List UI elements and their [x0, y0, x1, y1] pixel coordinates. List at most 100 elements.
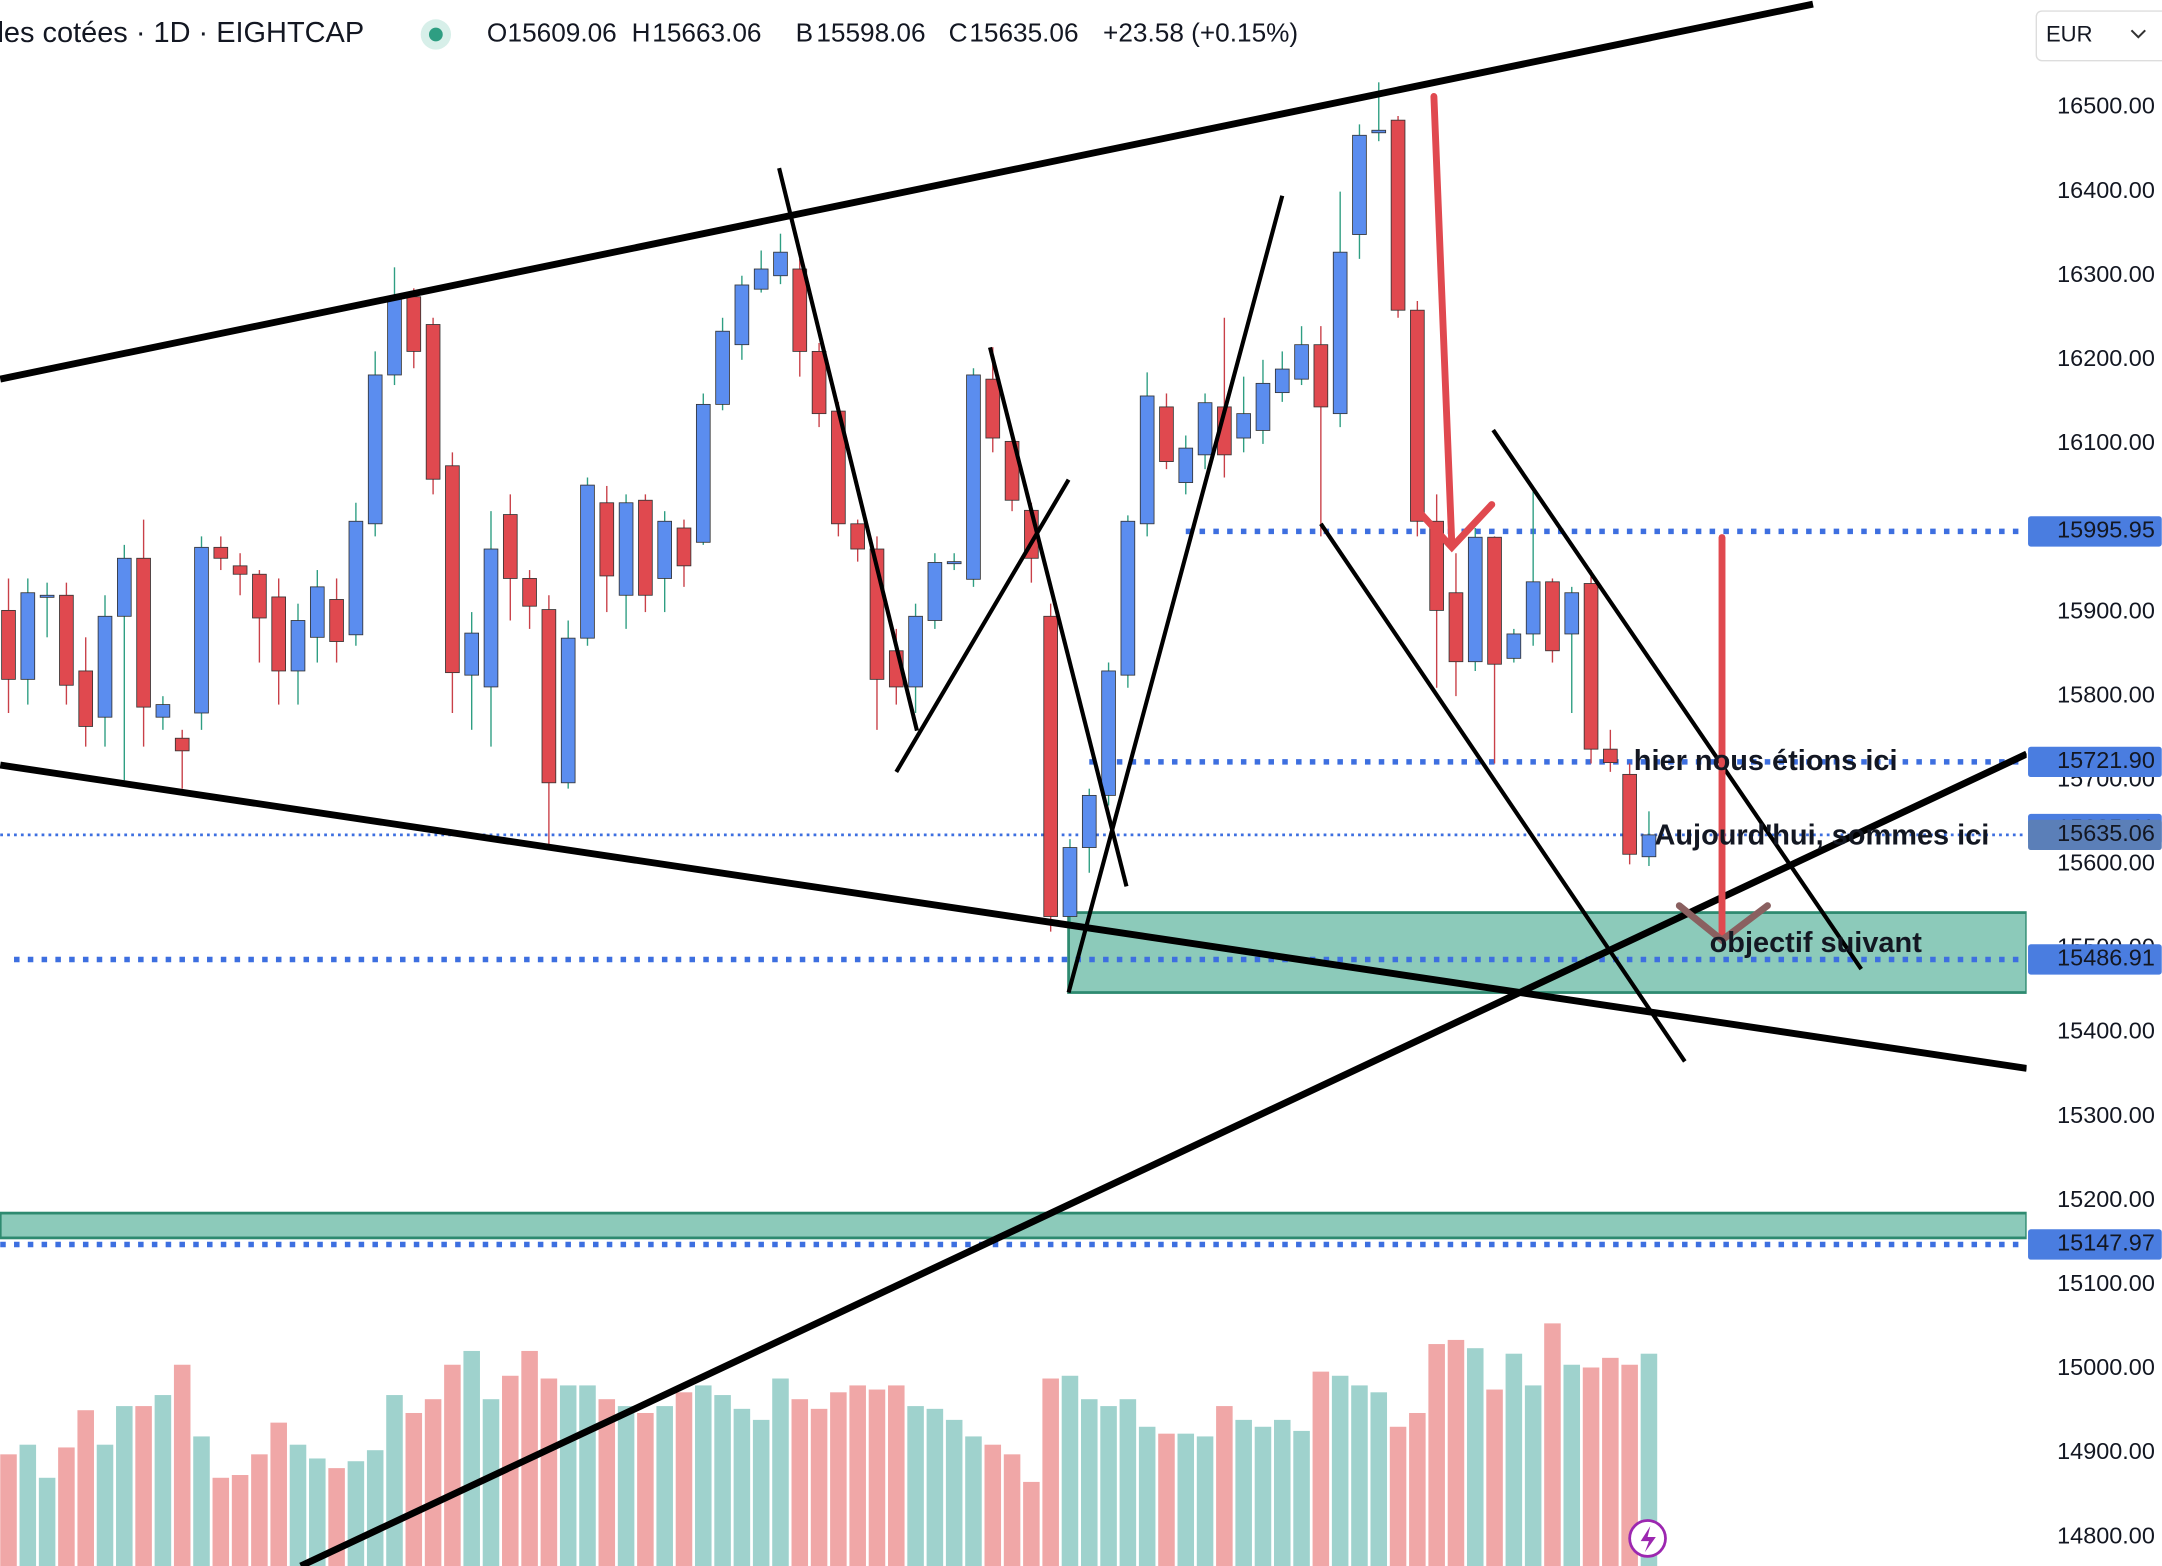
currency-box[interactable] — [2035, 10, 2162, 62]
candle-body — [1506, 633, 1522, 659]
candle-body — [1313, 344, 1329, 408]
candle-body — [483, 548, 499, 688]
volume-bar — [212, 1477, 230, 1566]
candle-body — [155, 704, 171, 718]
candle-body — [1081, 794, 1097, 848]
volume-bar — [1447, 1339, 1465, 1566]
volume-bar — [1582, 1367, 1600, 1566]
candle-body — [1429, 520, 1444, 611]
volume-bar — [1158, 1433, 1175, 1566]
candle-body — [1332, 251, 1348, 415]
candle-body — [1274, 368, 1290, 394]
y-tick-label: 15800.00 — [2057, 681, 2155, 707]
volume-bar — [540, 1378, 558, 1566]
arrow — [1430, 93, 1456, 548]
volume-bar — [1196, 1436, 1214, 1566]
candle-body — [1101, 670, 1116, 796]
trend-line — [299, 750, 2029, 1566]
volume-bar — [695, 1385, 712, 1566]
quote-label: H — [632, 17, 651, 47]
candle-body — [1139, 395, 1155, 525]
candle-body — [1371, 129, 1387, 134]
volume-bar — [19, 1444, 37, 1566]
volume-bar — [1312, 1371, 1330, 1566]
candle-body — [1641, 834, 1657, 858]
volume-bar — [1428, 1344, 1445, 1566]
price-badge-label: 15147.97 — [2057, 1230, 2155, 1256]
candle-body — [1603, 748, 1618, 764]
volume-bar — [1505, 1353, 1523, 1566]
candle-body — [850, 523, 865, 550]
volume-bar — [714, 1395, 731, 1566]
volume-bar — [810, 1408, 828, 1566]
arrow-head — [1416, 501, 1496, 553]
candle-body — [425, 324, 441, 480]
volume-bar — [1486, 1389, 1503, 1566]
price-badge-label: 15635.06 — [2057, 820, 2155, 846]
volume-bar — [1119, 1399, 1137, 1566]
volume-bar — [1563, 1364, 1581, 1566]
volume-bar — [1370, 1392, 1388, 1566]
candle-body — [1467, 536, 1483, 663]
volume-bar — [193, 1436, 210, 1566]
volume-bar — [366, 1450, 384, 1566]
volume-bar — [231, 1475, 249, 1566]
price-axis — [2026, 0, 2162, 1566]
candle-body — [78, 670, 94, 727]
candle-body — [695, 403, 711, 543]
quote-value: 15609.06 — [508, 17, 617, 47]
candle-body — [213, 546, 229, 559]
volume-bar — [868, 1389, 886, 1566]
y-tick-label: 15200.00 — [2057, 1186, 2155, 1212]
y-tick-label: 15300.00 — [2057, 1102, 2155, 1128]
candle-body — [792, 268, 808, 352]
volume-bar — [675, 1392, 693, 1566]
candle-body — [1352, 134, 1367, 235]
y-tick-label: 16300.00 — [2057, 261, 2155, 287]
volume-bar — [1138, 1426, 1156, 1566]
volume-bar — [328, 1468, 345, 1566]
candle-body — [1062, 847, 1078, 917]
volume-bar — [463, 1350, 480, 1566]
volume-bar — [791, 1399, 809, 1566]
volume-bar — [1409, 1412, 1426, 1566]
price-badge — [2028, 944, 2162, 975]
y-tick-label: 16400.00 — [2057, 177, 2155, 203]
candle-body — [194, 546, 209, 714]
volume-bar — [1177, 1433, 1195, 1566]
quote-value: 15635.06 — [969, 17, 1078, 47]
candle-body — [1564, 592, 1580, 635]
annotation: Aujourd'hui, sommes ici — [1654, 819, 1989, 851]
volume-bar — [309, 1458, 326, 1566]
price-badge — [2028, 1229, 2162, 1260]
volume-bar — [135, 1406, 152, 1566]
volume-bar — [1254, 1426, 1272, 1566]
candle-body — [1622, 773, 1637, 855]
candle-body — [252, 573, 267, 619]
y-tick-label: 16100.00 — [2057, 429, 2155, 455]
candle-body — [985, 378, 1001, 439]
candle-body — [117, 557, 132, 617]
candle-body — [541, 609, 557, 784]
candle-body — [734, 284, 750, 346]
trend-line — [894, 478, 1071, 774]
arrow-head — [1675, 902, 1771, 945]
candle-body — [946, 561, 962, 565]
price-badge — [2028, 746, 2162, 778]
candle-body — [367, 374, 383, 525]
quote-value: 15598.06 — [816, 17, 925, 47]
volume-bar — [907, 1406, 924, 1566]
volume-bar — [1544, 1323, 1561, 1566]
price-badge-label: 15995.95 — [2057, 517, 2155, 543]
volume-bar — [1524, 1385, 1542, 1566]
volume-bar — [849, 1385, 866, 1566]
candles — [1, 82, 1657, 932]
y-tick-label: 15100.00 — [2057, 1270, 2155, 1296]
candle-body — [1043, 615, 1058, 917]
candle-body — [1525, 581, 1541, 635]
candle-body — [1410, 309, 1425, 522]
y-tick-label: 15600.00 — [2057, 850, 2155, 876]
trend-line — [0, 761, 2028, 1072]
quote-label: B — [796, 17, 813, 47]
